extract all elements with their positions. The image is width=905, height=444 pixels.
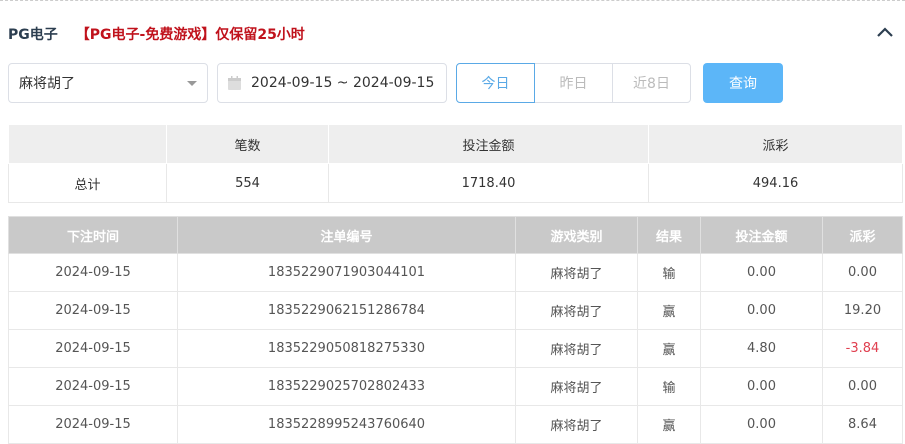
summary-header: 派彩 (648, 124, 903, 164)
column-header: 下注时间 (8, 216, 178, 254)
notice-text: 【PG电子-免费游戏】仅保留25小时 (75, 27, 305, 43)
table-cell: 2024-09-15 (8, 329, 178, 368)
table-row: 2024-09-15 1835229025702802433 麻将胡了输 0.00 0.… (8, 367, 903, 406)
table-cell: 赢 (637, 405, 701, 444)
game-select[interactable]: 麻将胡了 (8, 63, 208, 103)
table-cell: 麻将胡了 (515, 329, 638, 368)
table-cell: 赢 (637, 329, 701, 368)
summary-cell: 494.16 (648, 163, 903, 203)
section-header: PG电子 【PG电子-免费游戏】仅保留25小时 (8, 24, 305, 44)
summary-header: 投注金额 (328, 124, 649, 164)
summary-cell: 1718.40 (328, 163, 649, 203)
range-today-button[interactable]: 今日 (456, 63, 535, 103)
table-cell: 麻将胡了 (515, 405, 638, 444)
table-row: 2024-09-15 1835228995243760640 麻将胡了赢 0.00 8.… (8, 405, 903, 444)
chevron-up-icon[interactable] (875, 22, 895, 42)
column-header: 派彩 (822, 216, 903, 254)
calendar-icon (228, 75, 241, 90)
range-8days-button[interactable]: 近8日 (612, 63, 691, 103)
summary-table: 笔数 投注金额 派彩 总计 554 1718.40 494.16 (8, 124, 903, 203)
table-cell: 麻将胡了 (515, 367, 638, 406)
table-cell: 19.20 (822, 291, 903, 330)
table-cell: 2024-09-15 (8, 291, 178, 330)
table-cell: 0.00 (822, 367, 903, 406)
chevron-down-icon (187, 80, 197, 86)
table-cell: 麻将胡了 (515, 253, 638, 292)
summary-header-row: 笔数 投注金额 派彩 (8, 124, 903, 164)
summary-cell: 554 (166, 163, 329, 203)
table-cell: 0.00 (700, 367, 823, 406)
column-header: 游戏类别 (515, 216, 638, 254)
bet-records-table: 下注时间 注单编号 游戏类别 结果 投注金额 派彩 2024-09-15 1835… (8, 216, 903, 444)
summary-cell: 总计 (8, 163, 167, 203)
summary-header (8, 124, 167, 164)
table-cell: 2024-09-15 (8, 367, 178, 406)
table-cell: 2024-09-15 (8, 253, 178, 292)
game-select-value: 麻将胡了 (19, 76, 75, 92)
table-cell: 1835228995243760640 (177, 405, 516, 444)
date-range-picker[interactable]: 2024-09-15 ~ 2024-09-15 (217, 63, 447, 103)
range-toggle-group: 今日 昨日 近8日 (456, 63, 691, 103)
table-header-row: 下注时间 注单编号 游戏类别 结果 投注金额 派彩 (8, 216, 903, 254)
table-row: 2024-09-15 1835229062151286784 麻将胡了赢 0.00 19… (8, 291, 903, 330)
table-row: 2024-09-15 1835229071903044101 麻将胡了输 0.00 0.… (8, 253, 903, 292)
date-range-value: 2024-09-15 ~ 2024-09-15 (251, 75, 435, 91)
column-header: 结果 (637, 216, 701, 254)
table-cell: 1835229071903044101 (177, 253, 516, 292)
table-cell: -3.84 (822, 329, 903, 368)
table-cell: 0.00 (700, 253, 823, 292)
table-row: 2024-09-15 1835229050818275330 麻将胡了赢 4.80 -3… (8, 329, 903, 368)
table-cell: 1835229050818275330 (177, 329, 516, 368)
table-cell: 0.00 (700, 291, 823, 330)
table-cell: 麻将胡了 (515, 291, 638, 330)
divider (0, 0, 905, 1)
table-cell: 8.64 (822, 405, 903, 444)
table-cell: 0.00 (822, 253, 903, 292)
table-cell: 输 (637, 367, 701, 406)
table-cell: 1835229025702802433 (177, 367, 516, 406)
section-title: PG电子 (8, 27, 58, 43)
column-header: 注单编号 (177, 216, 516, 254)
table-cell: 赢 (637, 291, 701, 330)
summary-header: 笔数 (166, 124, 329, 164)
table-cell: 4.80 (700, 329, 823, 368)
table-cell: 2024-09-15 (8, 405, 178, 444)
column-header: 投注金额 (700, 216, 823, 254)
table-cell: 1835229062151286784 (177, 291, 516, 330)
table-cell: 输 (637, 253, 701, 292)
range-yesterday-button[interactable]: 昨日 (534, 63, 613, 103)
summary-total-row: 总计 554 1718.40 494.16 (8, 163, 903, 203)
query-button[interactable]: 查询 (703, 63, 783, 103)
table-cell: 0.00 (700, 405, 823, 444)
